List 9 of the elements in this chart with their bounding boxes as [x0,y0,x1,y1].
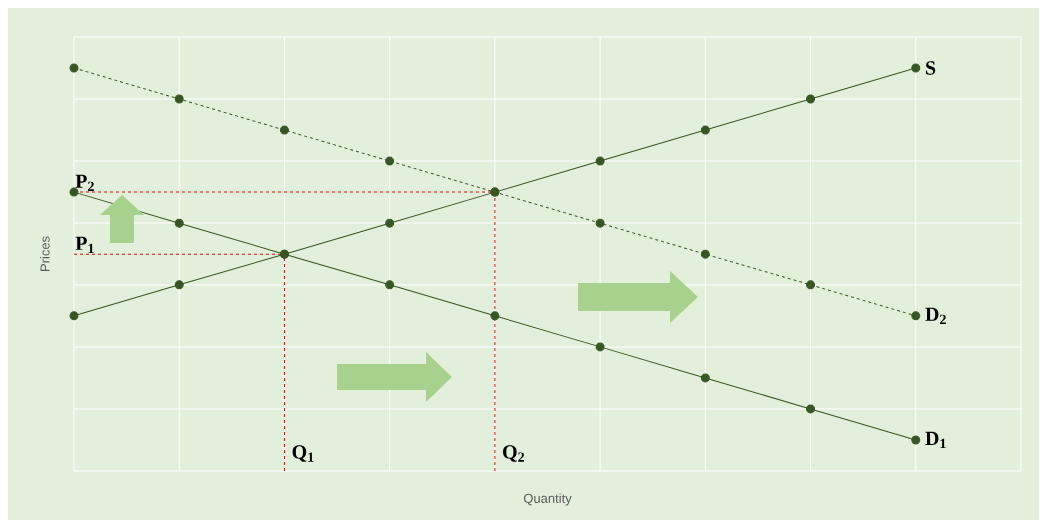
series-label: S [926,61,936,75]
y-axis-title: Prices [40,236,50,271]
annotation: Q$_{1}$ [292,445,314,462]
ref-line-label: P$_{1}$ [75,236,94,253]
annotation: Q$_{2}$ [503,445,525,462]
series-label: D$_{1}$ [925,431,946,449]
series-label: D$_{2}$ [925,307,946,324]
x-axis-title: Quantity [523,493,572,506]
ref-line-label: P$_{2}$ [75,174,94,191]
